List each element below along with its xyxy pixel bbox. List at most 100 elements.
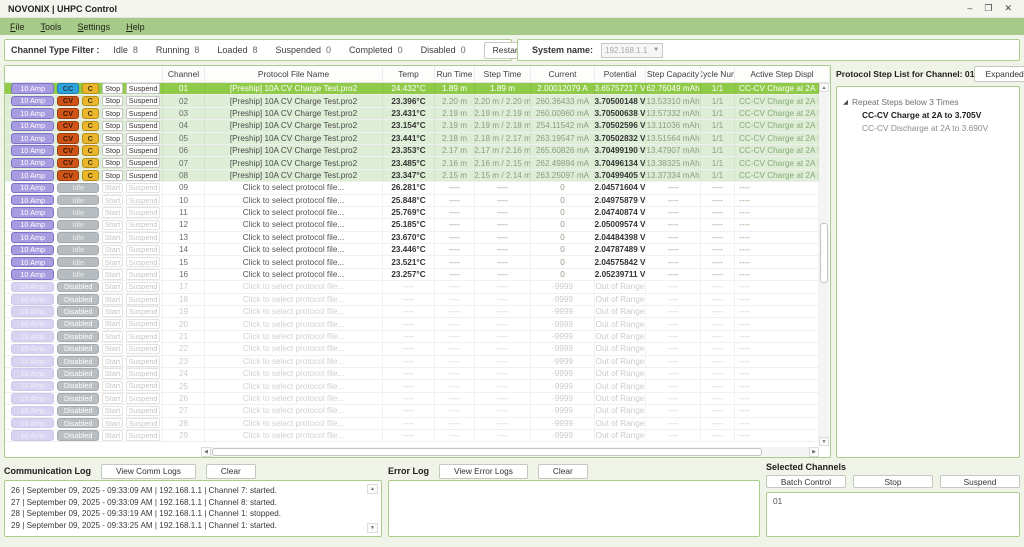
table-row[interactable]: 10 Amp Disabled Start Suspend 21 Click to sel… (5, 330, 819, 344)
minimize-icon[interactable]: – (967, 3, 973, 13)
table-row[interactable]: 10 Amp Disabled Start Suspend 17 Click to sel… (5, 281, 819, 294)
table-row[interactable]: 10 Amp Disabled Start Suspend 25 Click to sel… (5, 380, 819, 393)
view-comm-logs-button[interactable]: View Comm Logs (101, 463, 196, 479)
table-row[interactable]: 10 Amp Disabled Start Suspend 20 Click to sel… (5, 318, 819, 331)
amp-range-button[interactable]: 10 Amp (11, 281, 55, 293)
suspend-button[interactable]: Suspend (126, 194, 160, 206)
stop-button[interactable]: Stop (102, 157, 124, 169)
amp-range-button[interactable]: 10 Amp (11, 417, 55, 429)
filter-count-completed[interactable]: Completed 0 (349, 45, 403, 55)
table-row[interactable]: 10 Amp Idle Start Suspend 12 Click to select … (5, 219, 819, 232)
amp-range-button[interactable]: 10 Amp (11, 269, 55, 280)
amp-range-button[interactable]: 10 Amp (11, 256, 55, 268)
protocol-file-name[interactable]: [Preship] 10A CV Charge Test.pro2 (205, 120, 383, 132)
table-row[interactable]: 10 Amp CV C Stop Suspend 07 [Preship] 10A CV C… (5, 157, 819, 170)
menu-item-settings[interactable]: Settings (77, 21, 111, 32)
protocol-step-item[interactable]: CC-CV Charge at 2A to 3.705V (843, 110, 1013, 120)
filter-count-idle[interactable]: Idle 8 (113, 45, 138, 55)
suspend-button[interactable]: Suspend (940, 475, 1020, 488)
protocol-file-name[interactable]: Click to select protocol file... (205, 182, 383, 194)
filter-count-disabled[interactable]: Disabled 0 (421, 45, 466, 55)
protocol-file-name[interactable]: Click to select protocol file... (205, 268, 383, 281)
amp-range-button[interactable]: 10 Amp (11, 232, 55, 243)
suspend-button[interactable]: Suspend (126, 95, 161, 107)
expanded-button[interactable]: Expanded (974, 66, 1024, 82)
suspend-button[interactable]: Suspend (126, 157, 161, 169)
table-row[interactable]: 10 Amp Idle Start Suspend 11 Click to select … (5, 206, 819, 220)
table-row[interactable]: 10 Amp Disabled Start Suspend 19 Click to sel… (5, 306, 819, 319)
filter-count-suspended[interactable]: Suspended 0 (275, 45, 331, 55)
stop-button[interactable]: Stop (102, 120, 124, 132)
amp-range-button[interactable]: 10 Amp (11, 145, 55, 156)
stop-button[interactable]: Stop (102, 95, 124, 107)
restore-icon[interactable]: ❐ (984, 3, 993, 13)
protocol-file-name[interactable]: [Preship] 10A CV Charge Test.pro2 (205, 107, 383, 120)
protocol-step-item[interactable]: CC-CV Discharge at 2A to 3.690V (843, 123, 1013, 133)
start-button[interactable]: Start (101, 219, 124, 231)
start-button[interactable]: Start (101, 232, 124, 243)
stop-button[interactable]: Stop (102, 83, 124, 94)
scroll-down-icon[interactable]: ▼ (367, 522, 378, 533)
start-button[interactable]: Start (101, 244, 124, 256)
suspend-button[interactable]: Suspend (126, 207, 160, 218)
amp-range-button[interactable]: 10 Amp (11, 430, 55, 441)
suspend-button[interactable]: Suspend (126, 269, 160, 280)
table-row[interactable]: 10 Amp Disabled Start Suspend 26 Click to sel… (5, 392, 819, 406)
start-button[interactable]: Start (101, 194, 124, 206)
stop-button[interactable]: Stop (102, 170, 124, 181)
suspend-button[interactable]: Suspend (126, 133, 161, 144)
protocol-step-item[interactable]: ◢ Repeat Steps below 3 Times (843, 97, 1013, 107)
amp-range-button[interactable]: 10 Amp (11, 120, 55, 132)
table-row[interactable]: 10 Amp Disabled Start Suspend 27 Click to sel… (5, 405, 819, 418)
table-row[interactable]: 10 Amp CV C Stop Suspend 08 [Preship] 10A CV C… (5, 169, 819, 183)
error-log-clear-button[interactable]: Clear (537, 463, 588, 479)
start-button[interactable]: Start (101, 256, 124, 268)
menu-item-file[interactable]: File (10, 21, 25, 32)
amp-range-button[interactable]: 10 Amp (11, 182, 55, 194)
start-button[interactable]: Start (101, 269, 124, 280)
amp-range-button[interactable]: 10 Amp (11, 95, 55, 107)
protocol-file-name[interactable]: [Preship] 10A CV Charge Test.pro2 (205, 132, 383, 144)
start-button[interactable]: Start (101, 207, 124, 218)
table-horizontal-scrollbar[interactable]: ◀ ▶ (201, 447, 819, 457)
suspend-button[interactable]: Suspend (126, 182, 160, 194)
table-row[interactable]: 10 Amp Disabled Start Suspend 28 Click to sel… (5, 417, 819, 430)
horizontal-scroll-thumb[interactable] (212, 448, 763, 456)
protocol-file-name[interactable]: [Preship] 10A CV Charge Test.pro2 (205, 144, 383, 157)
suspend-button[interactable]: Suspend (126, 244, 160, 256)
table-row[interactable]: 10 Amp CV C Stop Suspend 04 [Preship] 10A CV C… (5, 120, 819, 133)
table-row[interactable]: 10 Amp Idle Start Suspend 13 Click to select … (5, 231, 819, 245)
close-icon[interactable]: ✕ (1004, 3, 1012, 13)
table-row[interactable]: 10 Amp CC C Stop Suspend 01 [Preship] 10A CV C… (5, 83, 819, 96)
table-row[interactable]: 10 Amp Idle Start Suspend 09 Click to select … (5, 182, 819, 195)
table-row[interactable]: 10 Amp Disabled Start Suspend 18 Click to sel… (5, 293, 819, 307)
stop-button[interactable]: Stop (853, 475, 933, 488)
amp-range-button[interactable]: 10 Amp (11, 133, 55, 144)
amp-range-button[interactable]: 10 Amp (11, 157, 55, 169)
amp-range-button[interactable]: 10 Amp (11, 194, 55, 206)
amp-range-button[interactable]: 10 Amp (11, 207, 55, 218)
amp-range-button[interactable]: 10 Amp (11, 380, 55, 392)
batch-control-button[interactable]: Batch Control (766, 475, 846, 488)
table-row[interactable]: 10 Amp CV C Stop Suspend 02 [Preship] 10A CV C… (5, 95, 819, 108)
suspend-button[interactable]: Suspend (126, 145, 161, 156)
protocol-file-name[interactable]: Click to select protocol file... (205, 256, 383, 268)
table-row[interactable]: 10 Amp Disabled Start Suspend 24 Click to sel… (5, 367, 819, 381)
view-error-logs-button[interactable]: View Error Logs (439, 463, 528, 479)
amp-range-button[interactable]: 10 Amp (11, 294, 55, 305)
filter-count-loaded[interactable]: Loaded 8 (217, 45, 257, 55)
amp-range-button[interactable]: 10 Amp (11, 219, 55, 231)
protocol-file-name[interactable]: Click to select protocol file... (205, 219, 383, 231)
suspend-button[interactable]: Suspend (126, 256, 160, 268)
suspend-button[interactable]: Suspend (126, 83, 161, 94)
amp-range-button[interactable]: 10 Amp (11, 170, 55, 181)
table-row[interactable]: 10 Amp CV C Stop Suspend 05 [Preship] 10A CV C… (5, 132, 819, 145)
scroll-up-icon[interactable]: ▲ (819, 83, 829, 92)
protocol-file-name[interactable]: [Preship] 10A CV Charge Test.pro2 (205, 83, 383, 95)
protocol-file-name[interactable]: Click to select protocol file... (205, 206, 383, 219)
system-name-select[interactable]: 192.168.1.1 ▼ (601, 42, 664, 58)
amp-range-button[interactable]: 10 Amp (11, 318, 55, 330)
protocol-file-name[interactable]: Click to select protocol file... (205, 231, 383, 244)
suspend-button[interactable]: Suspend (126, 232, 160, 243)
table-row[interactable]: 10 Amp Disabled Start Suspend 23 Click to sel… (5, 355, 819, 368)
